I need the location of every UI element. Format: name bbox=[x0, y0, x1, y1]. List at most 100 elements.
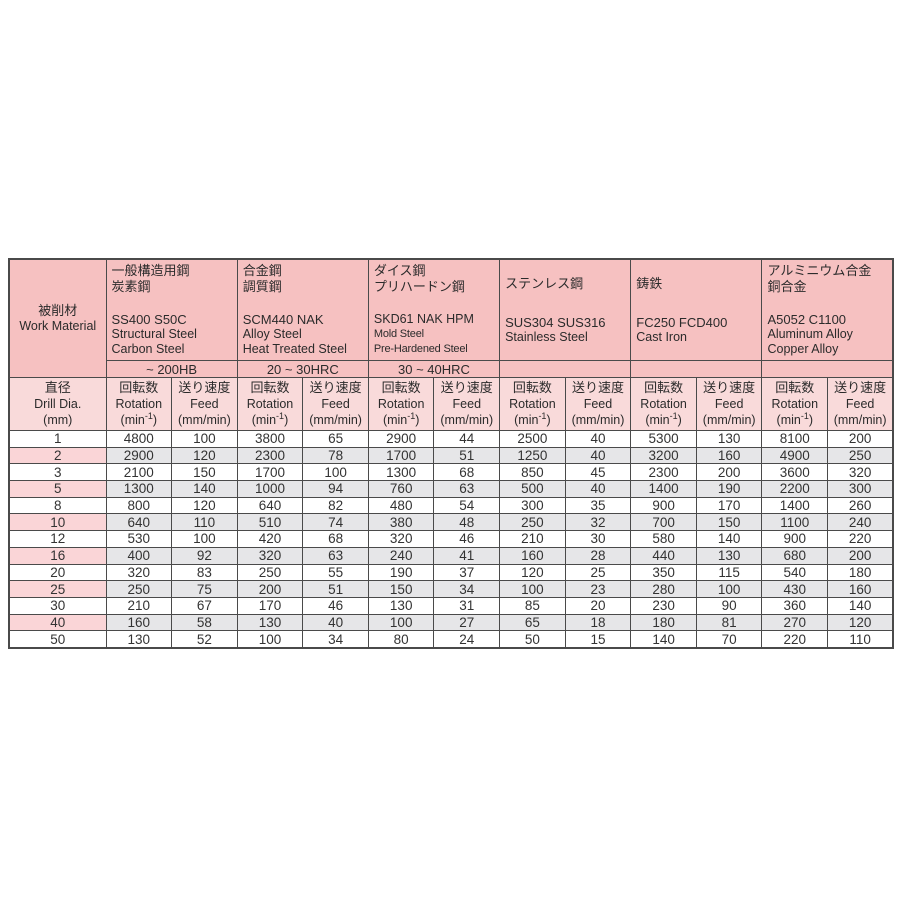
drill-dia-en: Drill Dia. bbox=[34, 397, 82, 411]
material-en-line: Carbon Steel bbox=[111, 342, 185, 356]
feed-value-cell: 44 bbox=[433, 430, 501, 448]
table-body: 1 4800 100 3800 65 2900 44 2500 40 5300 130 8100 200… bbox=[8, 430, 894, 649]
data-row-dia-12: 12 530 100 420 68 320 46 210 30 580 140 900 220 bbox=[8, 530, 894, 548]
rotation-value-cell: 480 bbox=[367, 496, 435, 515]
rotation-value-cell: 240 bbox=[367, 546, 435, 565]
rotation-unit: (min-1) bbox=[632, 410, 696, 428]
table-header: 被削材 Work Material 一般構造用鋼 炭素鋼 SS400 S50C Struc… bbox=[8, 258, 894, 431]
rotation-header-mold-steel: 回転数 Rotation (min-1) bbox=[367, 377, 435, 431]
feed-value-cell: 34 bbox=[433, 580, 501, 598]
material-codes: SCM440 NAK bbox=[242, 312, 324, 327]
rotation-value-cell: 1300 bbox=[367, 463, 435, 482]
feed-unit: (mm/min) bbox=[309, 413, 362, 427]
rotation-value-cell: 1400 bbox=[761, 496, 829, 515]
data-row-dia-2: 2 2900 120 2300 78 1700 51 1250 40 3200 160 4900 250 bbox=[8, 446, 894, 465]
hardness-label: 30 ~ 40HRC bbox=[398, 361, 470, 377]
rotation-header-structural-steel: 回転数 Rotation (min-1) bbox=[105, 377, 173, 431]
rotation-value-cell: 320 bbox=[236, 546, 304, 565]
feed-value-cell: 160 bbox=[695, 446, 763, 465]
feed-value-cell: 150 bbox=[171, 463, 238, 482]
rotation-header-aluminum-copper: 回転数 Rotation (min-1) bbox=[761, 377, 829, 431]
rotation-ja: 回転数 bbox=[512, 380, 552, 395]
feed-value-cell: 37 bbox=[433, 563, 501, 582]
feed-value-cell: 75 bbox=[171, 580, 238, 598]
rotation-ja: 回転数 bbox=[119, 380, 159, 395]
feed-value-cell: 30 bbox=[564, 530, 632, 548]
rotation-unit-sup: -1 bbox=[407, 410, 416, 421]
material-en-line: Heat Treated Steel bbox=[242, 342, 347, 356]
material-codes: SUS304 SUS316 bbox=[505, 315, 606, 330]
data-row-dia-25: 25 250 75 200 51 150 34 100 23 280 100 430 160 bbox=[8, 580, 894, 598]
material-en-line: Structural Steel bbox=[111, 327, 197, 341]
material-ja-line: 鋳鉄 bbox=[636, 276, 663, 291]
rotation-value-cell: 510 bbox=[236, 513, 304, 532]
material-header-mold-steel: ダイス鋼 プリハードン鋼 SKD61 NAK HPM Mold Steel Pre-Ha… bbox=[367, 258, 501, 361]
feed-header-mold-steel: 送り速度 Feed (mm/min) bbox=[433, 377, 501, 431]
feed-ja: 送り速度 bbox=[703, 380, 756, 395]
rotation-en: Rotation bbox=[640, 397, 687, 411]
rotation-unit: (min-1) bbox=[369, 410, 433, 428]
rotation-header-cast-iron: 回転数 Rotation (min-1) bbox=[630, 377, 697, 431]
feed-value-cell: 63 bbox=[302, 546, 369, 565]
feed-value-cell: 25 bbox=[564, 563, 632, 582]
feed-value-cell: 34 bbox=[302, 630, 369, 649]
rotation-unit-sup: -1 bbox=[669, 410, 678, 421]
data-row-dia-20: 20 320 83 250 55 190 37 120 25 350 115 540 180 bbox=[8, 563, 894, 582]
rotation-unit-post: ) bbox=[808, 413, 814, 427]
rotation-value-cell: 100 bbox=[236, 630, 304, 649]
material-header-alloy-steel: 合金鋼 調質鋼 SCM440 NAK Alloy Steel Heat Treated … bbox=[236, 258, 369, 361]
feed-en: Feed bbox=[714, 397, 744, 411]
rotation-value-cell: 230 bbox=[630, 596, 697, 615]
feed-value-cell: 300 bbox=[827, 480, 894, 498]
feed-value-cell: 100 bbox=[302, 463, 369, 482]
header-row-materials: 被削材 Work Material 一般構造用鋼 炭素鋼 SS400 S50C Struc… bbox=[8, 258, 894, 378]
drill-diameter-header: 直径 Drill Dia. (mm) bbox=[8, 377, 107, 431]
rotation-unit: (min-1) bbox=[238, 411, 302, 428]
diameter-cell: 2 bbox=[8, 446, 107, 465]
rotation-unit-pre: (min bbox=[120, 413, 145, 427]
material-ja-block: アルミニウム合金 銅合金 bbox=[767, 263, 871, 295]
material-ja-line: 合金鋼 bbox=[242, 263, 282, 278]
rotation-value-cell: 270 bbox=[761, 613, 829, 632]
rotation-value-cell: 130 bbox=[105, 630, 173, 649]
material-code-block: SKD61 NAK HPM Mold Steel Pre-Hardened Stee… bbox=[374, 312, 474, 357]
rotation-unit: (min-1) bbox=[107, 411, 171, 428]
feed-en: Feed bbox=[583, 397, 613, 411]
rotation-en: Rotation bbox=[771, 397, 819, 411]
feed-value-cell: 250 bbox=[827, 446, 894, 465]
material-en-line: Cast Iron bbox=[636, 330, 687, 344]
feed-value-cell: 140 bbox=[827, 596, 894, 615]
rotation-unit-post: ) bbox=[415, 413, 420, 427]
feed-value-cell: 110 bbox=[171, 513, 238, 532]
feed-value-cell: 40 bbox=[564, 446, 632, 465]
data-row-dia-5: 5 1300 140 1000 94 760 63 500 40 1400 190 2200 300 bbox=[8, 480, 894, 498]
rotation-value-cell: 8100 bbox=[761, 430, 829, 448]
feed-value-cell: 35 bbox=[564, 496, 632, 515]
feed-value-cell: 55 bbox=[302, 563, 369, 582]
diameter-cell: 10 bbox=[8, 513, 107, 532]
material-ja-line: ダイス鋼 bbox=[373, 263, 426, 278]
rotation-value-cell: 1100 bbox=[761, 513, 829, 532]
feed-value-cell: 90 bbox=[695, 596, 763, 615]
drill-dia-unit: (mm) bbox=[43, 413, 73, 427]
material-ja-line: 一般構造用鋼 bbox=[111, 263, 190, 278]
rotation-value-cell: 220 bbox=[761, 630, 829, 649]
material-ja-block: ステンレス鋼 bbox=[505, 276, 583, 292]
diameter-cell: 12 bbox=[8, 530, 107, 548]
rotation-value-cell: 80 bbox=[367, 630, 435, 649]
data-row-dia-3: 3 2100 150 1700 100 1300 68 850 45 2300 200 3600 320 bbox=[8, 463, 894, 482]
rotation-unit-post: ) bbox=[546, 413, 551, 427]
material-ja-block: 合金鋼 調質鋼 bbox=[243, 263, 282, 295]
material-header-inner: アルミニウム合金 銅合金 A5052 C1100 Aluminum Alloy Copp… bbox=[763, 260, 892, 360]
material-codes: SKD61 NAK HPM bbox=[373, 312, 474, 326]
rotation-value-cell: 2900 bbox=[105, 446, 173, 465]
material-ja-line: ステンレス鋼 bbox=[505, 276, 584, 291]
feed-value-cell: 46 bbox=[302, 596, 369, 615]
rotation-unit-pre: (min bbox=[776, 413, 801, 427]
feed-value-cell: 100 bbox=[695, 580, 763, 598]
rotation-value-cell: 680 bbox=[761, 546, 829, 565]
feed-header-stainless-steel: 送り速度 Feed (mm/min) bbox=[564, 377, 632, 431]
material-header-inner: 鋳鉄 FC250 FCD400 Cast Iron bbox=[632, 260, 761, 360]
rotation-unit-sup: -1 bbox=[538, 410, 547, 421]
feed-value-cell: 240 bbox=[827, 513, 894, 532]
